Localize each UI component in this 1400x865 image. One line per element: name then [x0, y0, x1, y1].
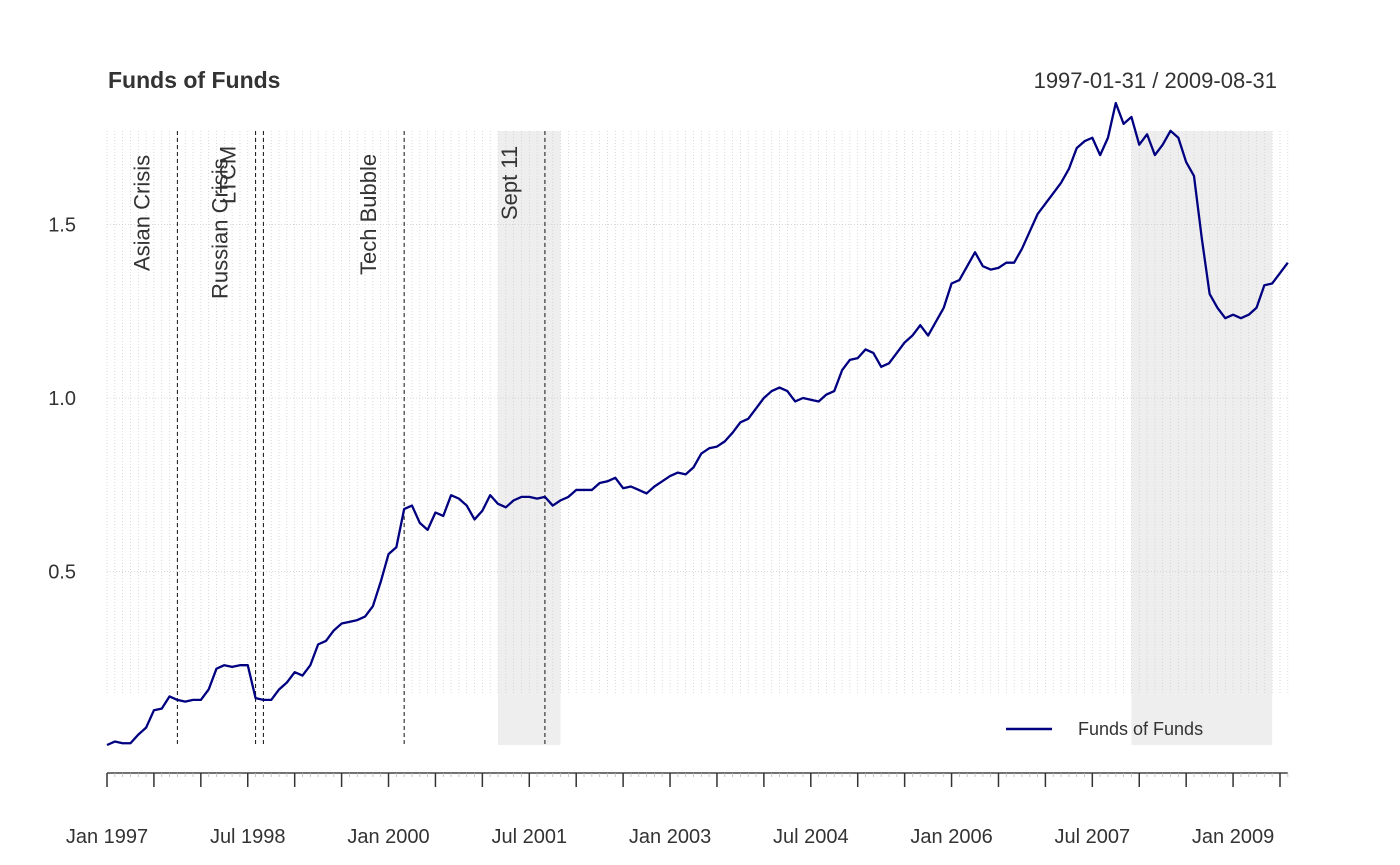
y-tick-label: 1.5: [48, 215, 76, 237]
shaded-periods: [498, 131, 1273, 745]
event-label-sept-11: Sept 11: [497, 146, 522, 220]
chart-title: Funds of Funds: [108, 67, 280, 93]
y-tick-label: 1.0: [48, 388, 76, 410]
x-axis: Jan 1997 Jul 1998 Jan 2000 Jul 2001 Jan 2003…: [66, 772, 1289, 848]
legend-label-funds-of-funds: Funds of Funds: [1078, 719, 1203, 739]
x-tick-label: Jan 2006: [910, 826, 992, 848]
x-tick-label: Jan 2000: [347, 826, 429, 848]
event-label-russian-crisis: Russian Crisis: [208, 158, 233, 299]
event-label-tech-bubble: Tech Bubble: [356, 154, 381, 275]
x-tick-label: Jan 2003: [629, 826, 711, 848]
x-tick-label: Jul 2007: [1055, 826, 1131, 848]
legend: Funds of Funds: [1006, 719, 1203, 739]
x-tick-label: Jul 2004: [773, 826, 849, 848]
event-label-asian-crisis: Asian Crisis: [129, 155, 154, 271]
grid: [106, 131, 1289, 693]
series-line-funds-of-funds: [106, 101, 1289, 747]
x-tick-label: Jan 1997: [66, 826, 148, 848]
event-label-ltcm: LTCM: [215, 146, 240, 204]
x-tick-label: Jan 2009: [1192, 826, 1274, 848]
series-layer: [106, 101, 1289, 747]
x-tick-label: Jul 2001: [491, 826, 567, 848]
x-tick-label: Jul 1998: [210, 826, 286, 848]
date-range-label: 1997-01-31 / 2009-08-31: [1034, 68, 1277, 93]
y-axis: 0.5 1.0 1.5: [48, 215, 76, 584]
y-tick-label: 0.5: [48, 562, 76, 584]
